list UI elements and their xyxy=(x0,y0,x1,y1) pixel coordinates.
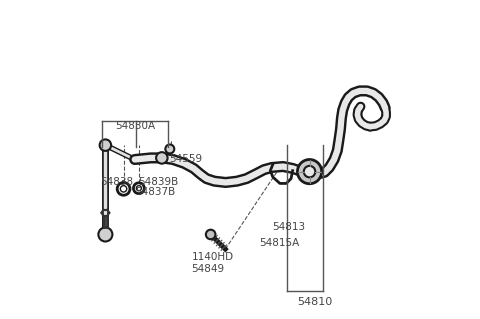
Text: 54815A: 54815A xyxy=(259,238,300,248)
Text: 54838: 54838 xyxy=(100,177,133,187)
Circle shape xyxy=(98,227,112,241)
Text: 54839B: 54839B xyxy=(138,177,178,187)
Text: 54837B: 54837B xyxy=(135,187,175,197)
Text: 54559: 54559 xyxy=(169,154,202,164)
Text: 54810: 54810 xyxy=(297,297,332,307)
Circle shape xyxy=(100,139,111,151)
Text: 1140HD: 1140HD xyxy=(192,252,234,262)
Circle shape xyxy=(206,230,216,239)
Text: 54830A: 54830A xyxy=(115,121,155,131)
Circle shape xyxy=(165,145,174,153)
Circle shape xyxy=(298,160,322,184)
Circle shape xyxy=(156,152,168,164)
Text: 54813: 54813 xyxy=(272,222,305,232)
Text: 54849: 54849 xyxy=(192,264,225,274)
Circle shape xyxy=(304,166,315,177)
